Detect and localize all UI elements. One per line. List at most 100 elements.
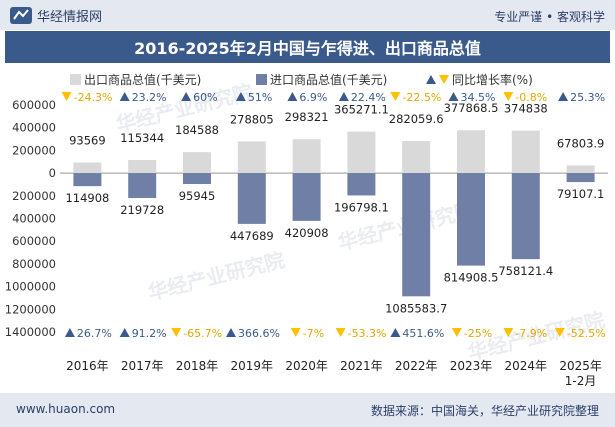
- export-bar: [566, 165, 595, 174]
- import-growth-up-triangle-icon: [390, 328, 401, 337]
- import-bar: [73, 173, 102, 187]
- export-bar: [292, 139, 321, 174]
- import-value-label: 219728: [120, 203, 164, 217]
- import-growth-value: -7.9%: [515, 327, 547, 340]
- export-value-label: 184588: [175, 123, 219, 137]
- export-value-label: 298321: [285, 110, 329, 124]
- header-bar: 华经情报网 专业严谨 • 客观科学: [0, 0, 615, 30]
- legend-import-label: 进口商品总值(千美元): [270, 72, 387, 87]
- export-value-label: 282059.6: [389, 112, 444, 126]
- import-bar: [511, 173, 540, 260]
- y-tick-label: 0: [49, 166, 56, 180]
- y-tick-label: 600000: [12, 98, 56, 112]
- import-growth-down-triangle-icon: [171, 328, 182, 337]
- import-growth-value: -25%: [464, 327, 492, 340]
- export-growth-down-triangle-icon: [390, 92, 401, 101]
- import-value-label: 1085583.7: [385, 301, 447, 315]
- legend-export-label: 出口商品总值(千美元): [84, 72, 201, 87]
- export-bar: [237, 141, 266, 174]
- import-bar: [237, 173, 266, 224]
- y-tick-label: 200000: [12, 143, 56, 157]
- export-growth-value: 60%: [193, 91, 217, 104]
- footer-url[interactable]: www.huaon.com: [16, 402, 116, 416]
- import-growth-down-triangle-icon: [451, 328, 462, 337]
- chart-title: 2016-2025年2月中国与乍得进、出口商品总值: [5, 31, 610, 63]
- legend-growth-label: 同比增长率(%): [452, 72, 533, 87]
- export-value-label: 67803.9: [557, 136, 605, 150]
- import-bar: [402, 173, 431, 297]
- export-growth-down-triangle-icon: [503, 92, 514, 101]
- import-bar: [128, 173, 157, 199]
- y-tick-label: 400000: [12, 121, 56, 135]
- export-value-label: 278805: [230, 112, 274, 126]
- y-tick-label: 200000: [12, 189, 56, 203]
- export-growth-up-triangle-icon: [181, 92, 192, 101]
- x-category-label: 2020年: [285, 359, 328, 373]
- huajing-logo-icon: [10, 7, 32, 24]
- export-value-label: 377868.5: [444, 101, 499, 115]
- legend-import-swatch: [256, 74, 267, 85]
- import-value-label: 114908: [65, 191, 109, 205]
- import-growth-up-triangle-icon: [64, 328, 75, 337]
- import-bar: [347, 173, 376, 196]
- export-growth-up-triangle-icon: [235, 92, 246, 101]
- export-growth-value: 34.5%: [461, 91, 496, 104]
- y-tick-label: 800000: [12, 257, 56, 271]
- import-value-label: 420908: [285, 226, 329, 240]
- footer-source: 数据来源：中国海关，华经产业研究院整理: [370, 404, 599, 418]
- export-growth-value: -24.3%: [74, 91, 113, 104]
- x-category-label: 2024年: [505, 359, 548, 373]
- export-growth-up-triangle-icon: [448, 92, 459, 101]
- export-growth-value: 23.2%: [132, 91, 167, 104]
- export-value-label: 93569: [69, 133, 106, 147]
- export-bar: [347, 131, 376, 174]
- import-value-label: 196798.1: [334, 200, 389, 214]
- export-growth-value: 25.3%: [570, 91, 605, 104]
- x-category-label: 2018年: [176, 359, 219, 373]
- brand-name: 华经情报网: [37, 10, 103, 25]
- legend-up-triangle-icon: [426, 75, 436, 84]
- import-value-label: 758121.4: [498, 264, 553, 278]
- y-tick-label: 600000: [12, 234, 56, 248]
- import-bar: [457, 173, 485, 266]
- y-tick-label: 400000: [12, 212, 56, 226]
- export-value-label: 115344: [120, 131, 164, 145]
- import-growth-down-triangle-icon: [554, 328, 565, 337]
- import-growth-up-triangle-icon: [119, 328, 130, 337]
- brand: 华经情报网: [10, 7, 103, 25]
- import-growth-value: 26.7%: [77, 327, 112, 340]
- export-growth-value: 51%: [248, 91, 272, 104]
- export-bar: [511, 130, 540, 174]
- import-growth-down-triangle-icon: [335, 328, 346, 337]
- x-category-label: 2023年: [450, 359, 493, 373]
- import-bar: [566, 173, 595, 183]
- import-value-label: 95945: [179, 189, 216, 203]
- footer-bar: www.huaon.com 数据来源：中国海关，华经产业研究院整理: [0, 393, 615, 427]
- import-growth-value: -53.3%: [348, 327, 387, 340]
- export-growth-up-triangle-icon: [338, 92, 349, 101]
- export-growth-value: 6.9%: [299, 91, 327, 104]
- import-growth-value: 366.6%: [238, 327, 280, 340]
- export-growth-value: -0.8%: [515, 91, 547, 104]
- import-growth-value: 451.6%: [402, 327, 444, 340]
- export-value-label: 374838: [504, 102, 548, 116]
- import-growth-up-triangle-icon: [226, 328, 236, 337]
- export-growth-down-triangle-icon: [61, 92, 72, 101]
- import-growth-value: -52.5%: [567, 327, 606, 340]
- chart-area: 华经产业研究院华经产业研究院华经产业研究院华经产业研究院出口商品总值(千美元)进…: [5, 72, 608, 388]
- x-category-label: 2017年: [121, 359, 164, 373]
- export-growth-up-triangle-icon: [119, 92, 130, 101]
- x-category-label: 2019年: [231, 359, 274, 373]
- import-value-label: 79107.1: [557, 187, 605, 201]
- import-growth-down-triangle-icon: [503, 328, 514, 337]
- import-growth-value: 91.2%: [132, 327, 167, 340]
- x-category-label: 1-2月: [565, 374, 597, 388]
- legend-export-swatch: [70, 74, 81, 85]
- export-value-label: 365271.1: [334, 103, 389, 117]
- import-value-label: 814908.5: [444, 271, 499, 285]
- export-bar: [128, 160, 157, 174]
- export-bar: [73, 162, 102, 174]
- import-bar: [183, 173, 211, 184]
- export-growth-up-triangle-icon: [558, 92, 569, 101]
- import-bar: [292, 173, 321, 221]
